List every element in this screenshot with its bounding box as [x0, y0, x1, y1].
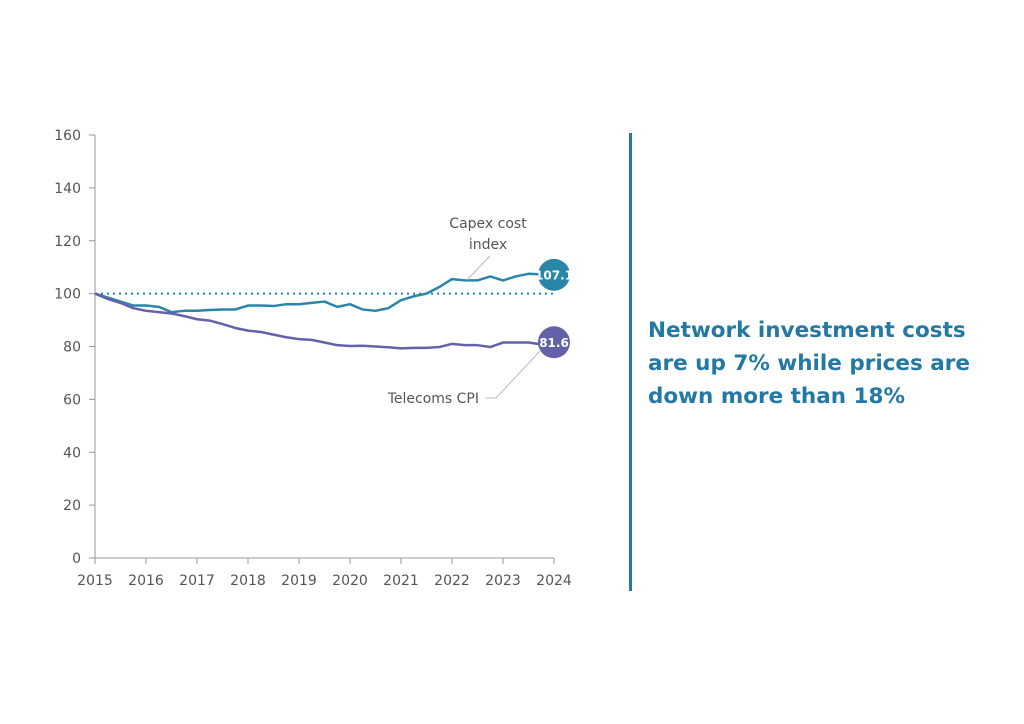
line-chart: 0 20 40 60 80 100 120 140 160 2015 2016 2017 2018 201…: [54, 128, 573, 589]
x-tick-label: 2021: [383, 573, 419, 589]
x-tick-label: 2017: [179, 573, 215, 589]
y-tick-label: 140: [54, 181, 81, 197]
x-tick-label: 2023: [485, 573, 521, 589]
cpi-leader-line: [485, 350, 541, 399]
x-tick-label: 2024: [536, 573, 572, 589]
end-label: 81.6: [539, 336, 569, 350]
y-tick-label: 100: [54, 287, 81, 303]
headline-line-3: down more than 18%: [648, 384, 906, 409]
x-tick-label: 2019: [281, 573, 317, 589]
x-tick-label: 2015: [77, 573, 113, 589]
y-tick-label: 120: [54, 234, 81, 250]
y-tick-label: 80: [63, 340, 81, 356]
divider: [629, 133, 632, 591]
cpi-label: Telecoms CPI: [387, 391, 479, 407]
headline-line-2: are up 7% while prices are: [648, 351, 970, 376]
headline: Network investment costs are up 7% while…: [648, 314, 1008, 413]
y-tick-label: 0: [72, 551, 81, 567]
x-tick-label: 2018: [230, 573, 266, 589]
x-tick-label: 2020: [332, 573, 368, 589]
y-tick-label: 40: [63, 445, 81, 461]
headline-line-1: Network investment costs: [648, 318, 966, 343]
end-marker: [538, 258, 570, 291]
series-line-cpi: [94, 292, 555, 350]
capex-leader-line: [466, 255, 491, 281]
end-marker: [538, 326, 570, 359]
y-tick-label: 20: [63, 498, 81, 514]
series-line-capex: [94, 272, 555, 314]
capex-label: Capex cost: [449, 216, 527, 232]
y-tick-label: 160: [54, 128, 81, 144]
capex-label: index: [469, 237, 507, 253]
end-label: 107.1: [535, 268, 573, 282]
y-tick-label: 60: [63, 392, 81, 408]
x-tick-label: 2016: [128, 573, 164, 589]
x-tick-label: 2022: [434, 573, 470, 589]
